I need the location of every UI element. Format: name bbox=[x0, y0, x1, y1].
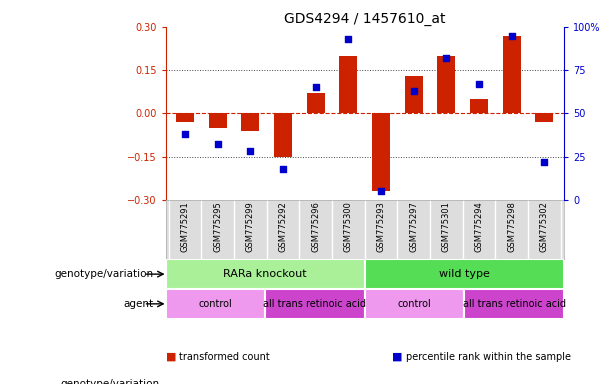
Text: GSM775300: GSM775300 bbox=[344, 202, 353, 253]
Point bbox=[539, 159, 549, 165]
Point bbox=[213, 141, 223, 147]
Text: ■: ■ bbox=[166, 352, 176, 362]
Text: ■: ■ bbox=[392, 352, 403, 362]
Text: GSM775294: GSM775294 bbox=[474, 202, 484, 252]
Text: transformed count: transformed count bbox=[179, 352, 270, 362]
Bar bbox=[306, 93, 325, 113]
Bar bbox=[340, 56, 357, 113]
Bar bbox=[176, 113, 194, 122]
Bar bbox=[470, 99, 488, 113]
Point bbox=[376, 188, 386, 194]
Text: GSM775302: GSM775302 bbox=[540, 202, 549, 253]
Text: GSM775295: GSM775295 bbox=[213, 202, 223, 252]
Text: wild type: wild type bbox=[439, 269, 490, 279]
Bar bbox=[372, 113, 390, 191]
Bar bbox=[242, 113, 259, 131]
Text: GSM775297: GSM775297 bbox=[409, 202, 418, 253]
Text: RARa knockout: RARa knockout bbox=[223, 269, 307, 279]
Text: percentile rank within the sample: percentile rank within the sample bbox=[406, 352, 571, 362]
Text: GSM775292: GSM775292 bbox=[278, 202, 287, 252]
Text: all trans retinoic acid: all trans retinoic acid bbox=[463, 299, 566, 309]
Text: control: control bbox=[398, 299, 432, 309]
Text: genotype/variation: genotype/variation bbox=[60, 379, 159, 384]
Text: GSM775291: GSM775291 bbox=[181, 202, 189, 252]
Text: GSM775301: GSM775301 bbox=[442, 202, 451, 253]
Point bbox=[474, 81, 484, 87]
Point bbox=[409, 88, 419, 94]
Bar bbox=[503, 36, 520, 113]
Title: GDS4294 / 1457610_at: GDS4294 / 1457610_at bbox=[284, 12, 446, 26]
Point bbox=[507, 33, 517, 39]
Point bbox=[246, 148, 256, 154]
Point bbox=[311, 84, 321, 91]
Bar bbox=[209, 113, 227, 128]
Text: GSM775296: GSM775296 bbox=[311, 202, 320, 253]
Bar bbox=[166, 259, 365, 289]
Bar bbox=[365, 259, 564, 289]
Point bbox=[343, 36, 353, 42]
Text: GSM775293: GSM775293 bbox=[376, 202, 386, 253]
Point bbox=[441, 55, 451, 61]
Bar bbox=[274, 113, 292, 157]
Bar bbox=[265, 289, 365, 319]
Point bbox=[278, 166, 288, 172]
Bar bbox=[465, 289, 564, 319]
Point bbox=[180, 131, 190, 137]
Bar bbox=[535, 113, 554, 122]
Bar bbox=[438, 56, 455, 113]
Text: GSM775298: GSM775298 bbox=[507, 202, 516, 253]
Text: genotype/variation: genotype/variation bbox=[54, 269, 153, 279]
Text: GSM775299: GSM775299 bbox=[246, 202, 255, 252]
Text: control: control bbox=[199, 299, 232, 309]
Text: all trans retinoic acid: all trans retinoic acid bbox=[264, 299, 367, 309]
Bar bbox=[365, 289, 465, 319]
Text: agent: agent bbox=[123, 299, 153, 309]
Bar bbox=[166, 289, 265, 319]
Bar bbox=[405, 76, 423, 113]
